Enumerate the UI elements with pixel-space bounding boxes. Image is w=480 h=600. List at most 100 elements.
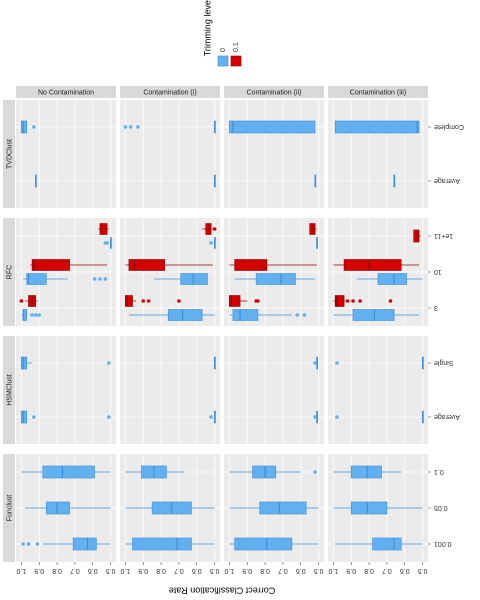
box	[125, 295, 133, 307]
x-tick-label: 0.9	[242, 567, 252, 574]
x-tick-label: 0.8	[52, 567, 62, 574]
y-tick-label: 0.1	[434, 468, 444, 475]
panel-background	[120, 100, 220, 208]
box	[42, 465, 95, 479]
outlier	[313, 415, 317, 419]
x-tick-label: 1.0	[16, 567, 26, 574]
box	[413, 229, 420, 243]
box	[26, 273, 47, 285]
row-strip-label: RFC	[6, 265, 13, 279]
box	[128, 259, 165, 271]
column-strip-label: Contamination (iii)	[350, 89, 406, 96]
x-tick-label: 0.7	[382, 567, 392, 574]
box	[31, 259, 70, 271]
row-strip-label: Funclust	[6, 495, 13, 522]
row-strip	[3, 218, 15, 326]
box	[377, 273, 407, 285]
column-strip-label: Contamination (i)	[143, 89, 196, 96]
box	[167, 309, 203, 321]
outlier	[32, 415, 36, 419]
outlier	[128, 125, 133, 129]
y-tick-label: 10	[434, 268, 442, 275]
x-tick-label: 0.6	[400, 567, 410, 574]
x-tick-label: 0.6	[296, 567, 306, 574]
x-tick-label: 1.0	[224, 567, 234, 574]
box	[46, 501, 70, 515]
outlier	[335, 361, 339, 365]
panel-background	[224, 100, 324, 208]
outlier	[98, 277, 102, 281]
box	[232, 309, 259, 321]
outlier	[351, 299, 355, 303]
box	[372, 537, 402, 551]
legend-key	[217, 55, 229, 67]
column-strip	[120, 86, 220, 98]
panel-background	[328, 336, 428, 444]
y-tick-label: 0.001	[434, 540, 452, 547]
outlier	[103, 277, 108, 281]
x-tick-label: 0.6	[192, 567, 202, 574]
x-tick-label: 0.5	[314, 567, 324, 574]
column-strip	[16, 86, 116, 98]
y-tick-label: 1e+11	[434, 232, 453, 239]
row-strip	[3, 100, 15, 208]
legend-title: Trimming levels	[202, 0, 212, 56]
outlier	[123, 125, 128, 129]
row-strip	[3, 454, 15, 562]
column-strip	[328, 86, 428, 98]
x-tick-label: 1.0	[328, 567, 338, 574]
outlier	[19, 299, 24, 303]
box	[255, 273, 296, 285]
x-tick-label: 1.0	[120, 567, 130, 574]
outlier	[335, 415, 339, 419]
outlier	[21, 542, 25, 546]
outlier	[313, 470, 317, 474]
outlier	[26, 542, 31, 546]
y-tick-label: Average	[434, 177, 460, 184]
x-tick-label: 0.7	[70, 567, 80, 574]
box	[259, 501, 307, 515]
y-tick-label: Average	[434, 413, 460, 420]
box	[21, 410, 28, 424]
outlier	[209, 415, 213, 419]
outlier	[209, 241, 213, 245]
row-strip-label: HSMClust	[6, 374, 13, 406]
x-tick-label: 0.9	[346, 567, 356, 574]
x-tick-label: 0.9	[34, 567, 44, 574]
x-tick-label: 0.5	[210, 567, 220, 574]
row-strip-label: TVDClust	[6, 139, 13, 169]
column-strip-label: No Contamination	[38, 89, 94, 96]
box	[350, 501, 388, 515]
box	[99, 223, 108, 235]
panel-background	[120, 336, 220, 444]
y-tick-label: 3	[434, 304, 438, 311]
box	[352, 309, 395, 321]
legend-label: 0	[220, 48, 227, 52]
panel-background	[16, 336, 116, 444]
x-axis-title: Correct Classification Rate	[169, 586, 276, 596]
outlier	[105, 241, 109, 245]
outlier	[107, 415, 111, 419]
box	[229, 295, 241, 307]
legend-label: 0.1	[233, 42, 240, 52]
outlier	[32, 125, 36, 129]
outlier	[256, 299, 260, 303]
column-strip-label: Contamination (ii)	[247, 89, 302, 96]
outlier	[177, 299, 181, 303]
outlier	[37, 313, 42, 317]
outlier	[295, 313, 300, 317]
outlier	[33, 313, 38, 317]
box	[252, 465, 277, 479]
outlier	[212, 227, 217, 231]
outlier	[136, 125, 140, 129]
x-tick-label: 0.8	[364, 567, 374, 574]
y-tick-label: Complete	[434, 123, 464, 130]
box	[205, 223, 212, 235]
y-tick-label: Single	[434, 359, 454, 366]
y-tick-label: 0.05	[434, 504, 448, 511]
outlier	[358, 299, 362, 303]
box	[234, 537, 293, 551]
outlier	[35, 542, 40, 546]
panel-background	[328, 100, 428, 208]
